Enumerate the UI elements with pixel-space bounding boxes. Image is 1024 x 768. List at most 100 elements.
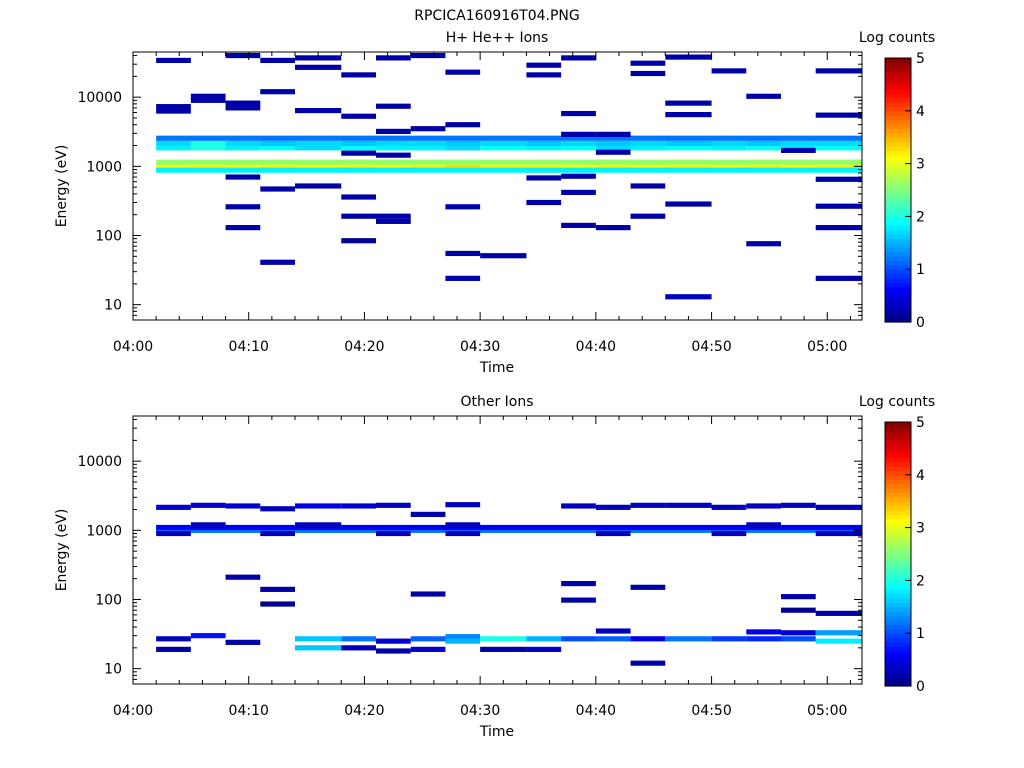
colorbar-step	[885, 291, 911, 297]
heatmap-cell	[260, 89, 295, 95]
colorbar-step	[885, 75, 911, 81]
x-axis-label: Time	[479, 360, 514, 376]
colorbar-step	[885, 102, 911, 107]
heatmap-cell	[260, 145, 295, 151]
colorbar-step	[885, 470, 911, 476]
heatmap-cell	[665, 636, 712, 642]
colorbar-step	[885, 110, 911, 116]
colorbar-step	[885, 602, 911, 608]
heatmap-cell	[746, 163, 781, 169]
heatmap-cell	[526, 636, 562, 642]
colorbar-step	[885, 501, 911, 507]
colorbar-tick-label: 5	[916, 51, 925, 67]
heatmap-cell	[225, 225, 261, 231]
heatmap-cell	[561, 55, 596, 61]
colorbar-step	[885, 510, 911, 515]
heatmap-cell	[445, 140, 481, 146]
heatmap-cell	[295, 522, 342, 528]
y-axis-label: Energy (eV)	[54, 145, 70, 228]
heatmap-cell	[445, 122, 481, 128]
heatmap-cell	[561, 140, 596, 146]
heatmap-cell	[376, 128, 411, 134]
colorbar-step	[885, 620, 911, 625]
colorbar-step	[885, 439, 911, 445]
colorbar-step	[885, 457, 911, 463]
heatmap-cell	[410, 52, 446, 59]
colorbar-step	[885, 514, 911, 520]
panel-title: H+ He++ Ions	[446, 30, 549, 46]
colorbar-step	[885, 580, 911, 586]
heatmap-cell	[711, 140, 747, 146]
colorbar-step	[885, 435, 911, 441]
colorbar-step	[885, 562, 911, 568]
heatmap-cell	[526, 145, 562, 151]
heatmap-cell	[295, 64, 342, 70]
heatmap-cell	[480, 646, 527, 652]
colorbar-step	[885, 229, 911, 235]
heatmap-cell	[746, 503, 781, 509]
colorbar-step	[885, 247, 911, 253]
heatmap-cell	[746, 636, 781, 642]
colorbar-step	[885, 422, 911, 427]
colorbar-step	[885, 540, 911, 546]
heatmap-cell	[561, 597, 596, 603]
heatmap-cell	[445, 69, 481, 75]
heatmap-cell	[781, 636, 816, 642]
heatmap-cell	[295, 140, 342, 146]
colorbar-step	[885, 518, 911, 524]
colorbar-step	[885, 545, 911, 551]
colorbar-step	[885, 159, 911, 165]
colorbar-step	[885, 448, 911, 454]
heatmap-cell	[746, 93, 781, 99]
colorbar-tick-label: 5	[916, 415, 925, 431]
heatmap-cell	[341, 194, 376, 200]
colorbar-step	[885, 466, 911, 471]
colorbar-step	[885, 598, 911, 603]
y-tick-label: 100	[95, 228, 122, 244]
heatmap-cell	[526, 140, 562, 146]
colorbar-step	[885, 256, 911, 261]
colorbar-step	[885, 172, 911, 178]
heatmap-cell	[225, 174, 261, 180]
heatmap-cell	[595, 530, 631, 537]
heatmap-cell	[595, 636, 631, 642]
colorbar-step	[885, 282, 911, 288]
heatmap-cell	[480, 636, 527, 642]
colorbar-step	[885, 681, 911, 687]
heatmap-cell	[410, 126, 446, 132]
colorbar-step	[885, 269, 911, 275]
heatmap-cell	[445, 502, 481, 508]
colorbar-step	[885, 668, 911, 674]
colorbar-step	[885, 71, 911, 77]
colorbar-step	[885, 84, 911, 90]
heatmap-cell	[526, 175, 562, 181]
heatmap-cell	[561, 503, 596, 509]
heatmap-cell	[376, 140, 411, 146]
heatmap-cell	[595, 628, 631, 634]
colorbar-step	[885, 225, 911, 231]
heatmap-cell	[225, 140, 261, 146]
colorbar-step	[885, 677, 911, 683]
colorbar-tick-label: 2	[916, 573, 925, 589]
x-tick-label: 04:20	[344, 339, 384, 355]
colorbar-step	[885, 137, 911, 143]
heatmap-cell	[376, 213, 411, 219]
colorbar-tick-label: 4	[916, 104, 925, 120]
heatmap-cell	[480, 145, 527, 151]
x-tick-label: 05:00	[807, 703, 847, 719]
heatmap-cell	[156, 140, 191, 146]
heatmap-cell	[260, 586, 295, 592]
x-tick-label: 04:40	[576, 339, 616, 355]
heatmap-cell	[410, 636, 446, 642]
heatmap-cell	[445, 530, 481, 537]
colorbar-step	[885, 146, 911, 151]
colorbar-step	[885, 260, 911, 266]
colorbar-step	[885, 474, 911, 480]
heatmap-cell	[630, 145, 666, 151]
plot-frame	[132, 415, 863, 685]
heatmap-cell	[376, 502, 411, 508]
colorbar-step	[885, 523, 911, 529]
heatmap-cell	[376, 638, 411, 644]
colorbar-step	[885, 452, 911, 458]
